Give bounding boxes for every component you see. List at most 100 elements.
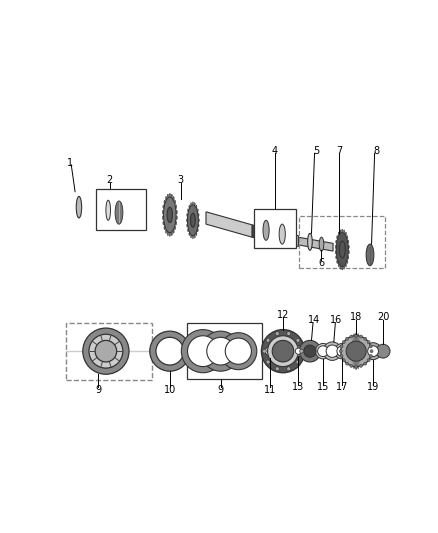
Ellipse shape: [361, 346, 363, 350]
Text: 10: 10: [164, 385, 176, 394]
Ellipse shape: [361, 358, 362, 361]
Ellipse shape: [350, 352, 351, 356]
Text: 7: 7: [336, 146, 343, 156]
Ellipse shape: [194, 203, 195, 206]
Circle shape: [201, 331, 240, 371]
Circle shape: [287, 367, 291, 370]
Ellipse shape: [198, 214, 199, 216]
Circle shape: [181, 329, 224, 373]
Ellipse shape: [346, 260, 348, 263]
Text: 13: 13: [292, 382, 304, 392]
Ellipse shape: [353, 366, 355, 369]
Polygon shape: [252, 225, 268, 241]
Circle shape: [367, 359, 370, 362]
Polygon shape: [268, 230, 298, 246]
Circle shape: [150, 331, 190, 371]
Text: 16: 16: [330, 316, 342, 325]
Circle shape: [263, 344, 277, 358]
Circle shape: [300, 349, 304, 353]
Circle shape: [335, 343, 350, 359]
Ellipse shape: [187, 205, 198, 236]
Ellipse shape: [163, 205, 164, 208]
Text: 5: 5: [313, 146, 319, 156]
Ellipse shape: [343, 230, 345, 233]
Bar: [96, 189, 146, 230]
Ellipse shape: [361, 352, 363, 356]
Text: 9: 9: [218, 385, 224, 394]
Circle shape: [89, 334, 123, 368]
Ellipse shape: [192, 202, 194, 205]
Ellipse shape: [171, 194, 173, 198]
Bar: [187, 324, 262, 379]
Circle shape: [376, 344, 390, 358]
Ellipse shape: [198, 219, 199, 222]
Ellipse shape: [198, 224, 199, 227]
Circle shape: [318, 346, 328, 357]
Ellipse shape: [176, 216, 177, 220]
Ellipse shape: [187, 229, 189, 232]
Circle shape: [207, 337, 234, 365]
Text: 12: 12: [277, 310, 289, 320]
Circle shape: [369, 354, 372, 358]
Ellipse shape: [192, 236, 194, 239]
Circle shape: [261, 329, 304, 373]
Text: 15: 15: [317, 382, 329, 392]
Ellipse shape: [351, 336, 361, 367]
Ellipse shape: [348, 255, 349, 259]
Circle shape: [315, 343, 331, 359]
Ellipse shape: [189, 232, 190, 236]
Circle shape: [350, 364, 353, 367]
Text: 18: 18: [350, 312, 362, 322]
Bar: [254, 209, 296, 248]
Ellipse shape: [352, 337, 353, 340]
Ellipse shape: [173, 197, 174, 200]
Circle shape: [304, 345, 316, 357]
Polygon shape: [298, 237, 333, 251]
Circle shape: [364, 343, 381, 360]
Ellipse shape: [169, 193, 170, 197]
Circle shape: [272, 341, 294, 362]
Ellipse shape: [279, 224, 285, 244]
Ellipse shape: [350, 346, 351, 350]
Text: 20: 20: [377, 312, 389, 322]
Circle shape: [299, 341, 321, 362]
Circle shape: [340, 354, 343, 358]
Ellipse shape: [187, 214, 188, 216]
Ellipse shape: [76, 196, 81, 218]
Text: 11: 11: [264, 385, 276, 394]
Ellipse shape: [338, 263, 339, 267]
Ellipse shape: [340, 266, 341, 269]
Circle shape: [367, 341, 370, 344]
Circle shape: [369, 345, 372, 348]
Ellipse shape: [342, 266, 343, 270]
Ellipse shape: [174, 226, 176, 230]
Ellipse shape: [342, 229, 343, 232]
Ellipse shape: [167, 207, 173, 223]
Ellipse shape: [115, 201, 123, 224]
Circle shape: [266, 360, 270, 364]
Ellipse shape: [348, 245, 350, 248]
Ellipse shape: [171, 232, 173, 236]
Circle shape: [276, 367, 279, 370]
Ellipse shape: [187, 224, 188, 227]
Ellipse shape: [175, 205, 177, 208]
Ellipse shape: [164, 226, 165, 230]
Ellipse shape: [352, 362, 353, 366]
Circle shape: [342, 341, 345, 344]
Circle shape: [295, 348, 301, 354]
Circle shape: [370, 350, 373, 353]
Ellipse shape: [353, 334, 355, 337]
Circle shape: [346, 341, 366, 361]
Ellipse shape: [187, 209, 189, 212]
Ellipse shape: [356, 333, 357, 336]
Ellipse shape: [189, 205, 190, 208]
Ellipse shape: [169, 232, 170, 237]
Circle shape: [355, 365, 358, 368]
Circle shape: [364, 362, 367, 365]
Circle shape: [265, 346, 275, 356]
Ellipse shape: [167, 194, 169, 198]
Ellipse shape: [176, 210, 177, 214]
Ellipse shape: [345, 263, 346, 267]
Text: 2: 2: [106, 175, 113, 185]
Circle shape: [342, 359, 345, 362]
